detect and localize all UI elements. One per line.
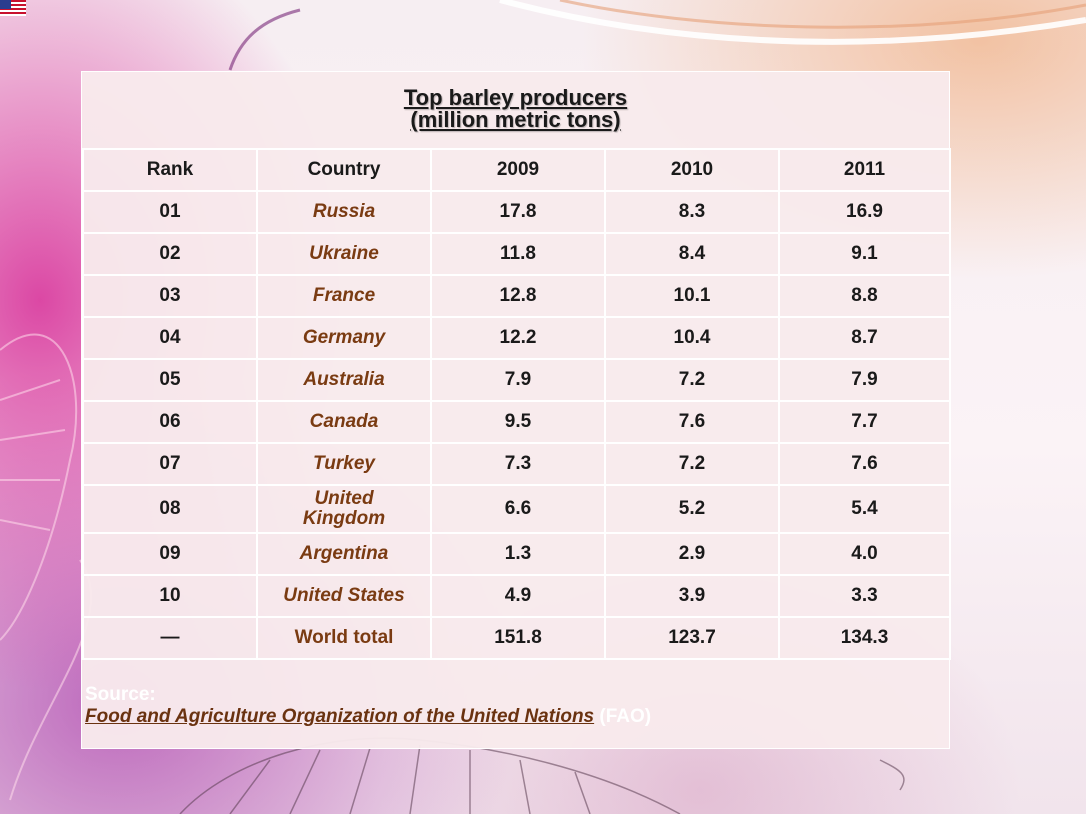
rank-cell: 09 <box>82 532 258 576</box>
value-2010-cell: 5.2 <box>604 484 780 534</box>
fao-source-link[interactable]: Food and Agriculture Organization of the… <box>85 706 595 727</box>
column-header-2010: 2010 <box>604 148 780 192</box>
table-row: 02 Ukraine 11.8 8.4 9.1 <box>82 232 951 276</box>
source-note: Source: Food and Agriculture Organizatio… <box>85 684 945 728</box>
country-cell: Turkey <box>256 442 432 486</box>
value-2010-cell: 10.4 <box>604 316 780 360</box>
table-row: 10 United States 4.9 3.9 3.3 <box>82 574 951 618</box>
table-total-row: — World total 151.8 123.7 134.3 <box>82 616 951 660</box>
value-2011-cell: 5.4 <box>778 484 951 534</box>
country-cell: Canada <box>256 400 432 444</box>
value-2009-cell: 6.6 <box>430 484 606 534</box>
table-row: 01 Russia 17.8 8.3 16.9 <box>82 190 951 234</box>
country-cell: World total <box>256 616 432 660</box>
rank-cell: 02 <box>82 232 258 276</box>
value-2011-cell: 134.3 <box>778 616 951 660</box>
source-abbreviation: (FAO) <box>599 706 652 727</box>
country-cell: Australia <box>256 358 432 402</box>
value-2011-cell: 16.9 <box>778 190 951 234</box>
value-2011-cell: 7.9 <box>778 358 951 402</box>
value-2010-cell: 2.9 <box>604 532 780 576</box>
value-2011-cell: 7.7 <box>778 400 951 444</box>
barley-producers-table: Rank Country 2009 2010 2011 01 Russia 17… <box>82 148 951 660</box>
value-2010-cell: 7.6 <box>604 400 780 444</box>
value-2011-cell: 7.6 <box>778 442 951 486</box>
us-flag-icon <box>0 0 26 16</box>
value-2009-cell: 4.9 <box>430 574 606 618</box>
rank-cell: 03 <box>82 274 258 318</box>
column-header-2011: 2011 <box>778 148 951 192</box>
value-2009-cell: 9.5 <box>430 400 606 444</box>
value-2010-cell: 123.7 <box>604 616 780 660</box>
content-panel: Top barley producers (million metric ton… <box>82 72 951 748</box>
country-cell: Germany <box>256 316 432 360</box>
table-row: 08 United Kingdom 6.6 5.2 5.4 <box>82 484 951 534</box>
value-2009-cell: 17.8 <box>430 190 606 234</box>
table-row: 03 France 12.8 10.1 8.8 <box>82 274 951 318</box>
value-2010-cell: 8.3 <box>604 190 780 234</box>
value-2011-cell: 8.7 <box>778 316 951 360</box>
country-cell: United Kingdom <box>256 484 432 534</box>
lower-leaf-decoration <box>179 737 905 814</box>
rank-cell: 06 <box>82 400 258 444</box>
table-row: 09 Argentina 1.3 2.9 4.0 <box>82 532 951 576</box>
value-2009-cell: 7.9 <box>430 358 606 402</box>
value-2010-cell: 10.1 <box>604 274 780 318</box>
value-2009-cell: 12.2 <box>430 316 606 360</box>
table-row: 06 Canada 9.5 7.6 7.7 <box>82 400 951 444</box>
rank-cell: 04 <box>82 316 258 360</box>
table-row: 07 Turkey 7.3 7.2 7.6 <box>82 442 951 486</box>
swoosh-decoration <box>228 0 1086 71</box>
value-2010-cell: 7.2 <box>604 358 780 402</box>
value-2009-cell: 11.8 <box>430 232 606 276</box>
value-2009-cell: 151.8 <box>430 616 606 660</box>
leaf-skeleton-decoration <box>0 333 92 801</box>
value-2009-cell: 12.8 <box>430 274 606 318</box>
value-2011-cell: 4.0 <box>778 532 951 576</box>
country-cell: Russia <box>256 190 432 234</box>
title-line-1: Top barley producers <box>403 85 628 110</box>
value-2009-cell: 1.3 <box>430 532 606 576</box>
title-line-2: (million metric tons) <box>410 107 621 132</box>
column-header-rank: Rank <box>82 148 258 192</box>
table-title: Top barley producers (million metric ton… <box>82 72 949 148</box>
source-label: Source: <box>85 684 156 705</box>
value-2011-cell: 3.3 <box>778 574 951 618</box>
table-header-row: Rank Country 2009 2010 2011 <box>82 148 951 192</box>
column-header-2009: 2009 <box>430 148 606 192</box>
rank-cell: 08 <box>82 484 258 534</box>
value-2010-cell: 7.2 <box>604 442 780 486</box>
value-2011-cell: 9.1 <box>778 232 951 276</box>
table-row: 04 Germany 12.2 10.4 8.7 <box>82 316 951 360</box>
rank-cell: — <box>82 616 258 660</box>
table-row: 05 Australia 7.9 7.2 7.9 <box>82 358 951 402</box>
country-cell: Ukraine <box>256 232 432 276</box>
value-2011-cell: 8.8 <box>778 274 951 318</box>
column-header-country: Country <box>256 148 432 192</box>
value-2009-cell: 7.3 <box>430 442 606 486</box>
country-cell: United States <box>256 574 432 618</box>
rank-cell: 05 <box>82 358 258 402</box>
country-text: United Kingdom <box>302 487 386 529</box>
country-cell: Argentina <box>256 532 432 576</box>
rank-cell: 07 <box>82 442 258 486</box>
value-2010-cell: 8.4 <box>604 232 780 276</box>
value-2010-cell: 3.9 <box>604 574 780 618</box>
rank-cell: 01 <box>82 190 258 234</box>
country-cell: France <box>256 274 432 318</box>
rank-cell: 10 <box>82 574 258 618</box>
